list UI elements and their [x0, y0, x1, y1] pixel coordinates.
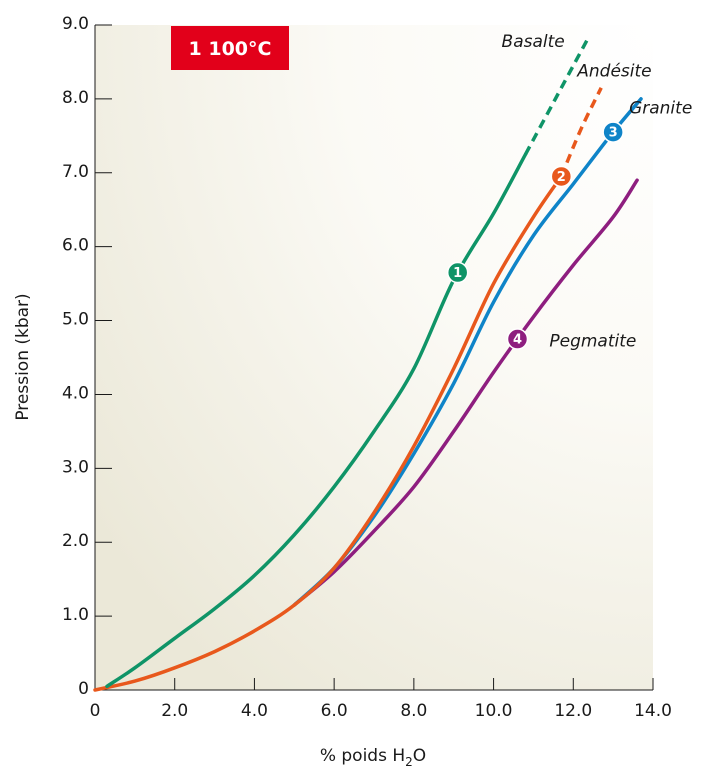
series-labels: Basalte Andésite Granite Pegmatite [502, 32, 693, 351]
series-dashed-line-basalte [523, 35, 591, 156]
temperature-badge: 1 100°C [171, 26, 289, 70]
series-line-pegmatite [292, 178, 639, 607]
series-marker-number-andesite: 2 [557, 170, 566, 185]
series-marker-number-basalte: 1 [453, 266, 462, 281]
y-tick-label: 9.0 [62, 14, 89, 34]
temperature-badge-text: 1 100°C [189, 38, 272, 60]
series-marker-andesite [550, 165, 573, 188]
y-tick-label: 1.0 [62, 605, 89, 625]
y-tick-label: 7.0 [62, 162, 89, 182]
x-axis-title-end: O [413, 746, 426, 766]
series-dashed-line-andesite [559, 87, 603, 178]
y-tick-label: 2.0 [62, 531, 89, 551]
x-tick-label: 14.0 [634, 701, 672, 721]
x-axis-title-subscript: 2 [405, 755, 413, 769]
y-tick-label: 8.0 [62, 88, 89, 108]
y-tick-label: 5.0 [62, 310, 89, 330]
x-tick-label: 8.0 [400, 701, 427, 721]
series-label-andesite: Andésite [576, 62, 651, 82]
x-tick-label: 6.0 [321, 701, 348, 721]
x-axis-title: % poids H2O [320, 746, 426, 769]
series-marker-number-granite: 3 [609, 126, 618, 141]
y-tick-label: 0 [78, 679, 89, 699]
series-markers: 1 2 3 4 [446, 121, 624, 350]
series-marker-number-pegmatite: 4 [513, 333, 522, 348]
y-axis-title: Pression (kbar) [13, 293, 33, 420]
y-tick-label: 6.0 [62, 236, 89, 256]
y-ticks: 0 1.0 2.0 3.0 4.0 5.0 6.0 7.0 8.0 9.0 [62, 14, 112, 699]
y-tick-label: 4.0 [62, 383, 89, 403]
temperature-badge-background [171, 26, 289, 70]
x-tick-label: 0 [90, 701, 101, 721]
x-tick-label: 4.0 [241, 701, 268, 721]
series-line-andesite [93, 174, 564, 692]
series-label-basalte: Basalte [502, 32, 565, 52]
plot-background [95, 25, 653, 690]
series-label-granite: Granite [629, 99, 692, 119]
x-tick-label: 10.0 [475, 701, 513, 721]
x-ticks: 0 2.0 4.0 6.0 8.0 10.0 12.0 14.0 [90, 678, 672, 721]
series-marker-granite [602, 121, 624, 143]
series-marker-basalte [446, 261, 469, 284]
y-tick-label: 3.0 [62, 457, 89, 477]
axes [94, 25, 653, 691]
series-label-pegmatite: Pegmatite [549, 331, 636, 351]
series-marker-pegmatite [506, 328, 529, 350]
x-tick-label: 12.0 [554, 701, 592, 721]
x-tick-label: 2.0 [161, 701, 188, 721]
